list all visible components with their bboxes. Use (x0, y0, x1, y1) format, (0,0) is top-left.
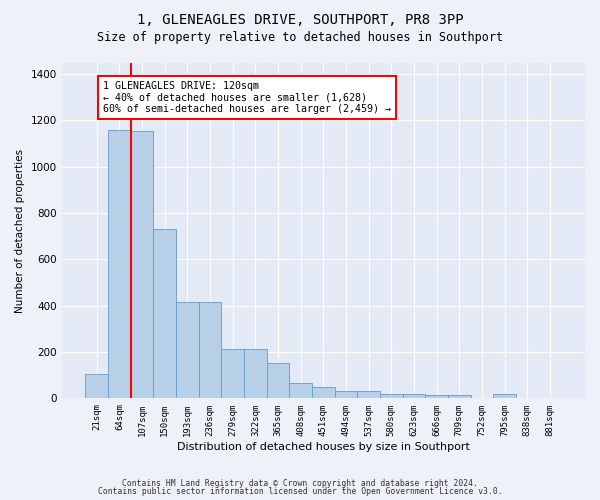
Bar (199, 302, 221, 398)
Text: 1 GLENEAGLES DRIVE: 120sqm
← 40% of detached houses are smaller (1,628)
60% of s: 1 GLENEAGLES DRIVE: 120sqm ← 40% of deta… (103, 81, 391, 114)
Bar (221, 348, 244, 399)
Text: Size of property relative to detached houses in Southport: Size of property relative to detached ho… (97, 31, 503, 44)
Bar (131, 131, 154, 398)
Bar (85, 374, 108, 398)
Bar (493, 394, 516, 398)
Y-axis label: Number of detached properties: Number of detached properties (15, 148, 25, 312)
Bar (403, 394, 425, 398)
Bar (244, 348, 266, 399)
Bar (358, 392, 380, 398)
Bar (108, 130, 131, 398)
X-axis label: Distribution of detached houses by size in Southport: Distribution of detached houses by size … (177, 442, 470, 452)
Bar (176, 302, 199, 398)
Bar (380, 394, 403, 398)
Text: Contains HM Land Registry data © Crown copyright and database right 2024.: Contains HM Land Registry data © Crown c… (122, 478, 478, 488)
Bar (312, 388, 335, 398)
Bar (425, 395, 448, 398)
Text: Contains public sector information licensed under the Open Government Licence v3: Contains public sector information licen… (98, 487, 502, 496)
Bar (266, 362, 289, 398)
Bar (335, 392, 358, 398)
Bar (448, 395, 470, 398)
Text: 1, GLENEAGLES DRIVE, SOUTHPORT, PR8 3PP: 1, GLENEAGLES DRIVE, SOUTHPORT, PR8 3PP (137, 12, 463, 26)
Bar (289, 382, 312, 398)
Bar (154, 230, 176, 398)
